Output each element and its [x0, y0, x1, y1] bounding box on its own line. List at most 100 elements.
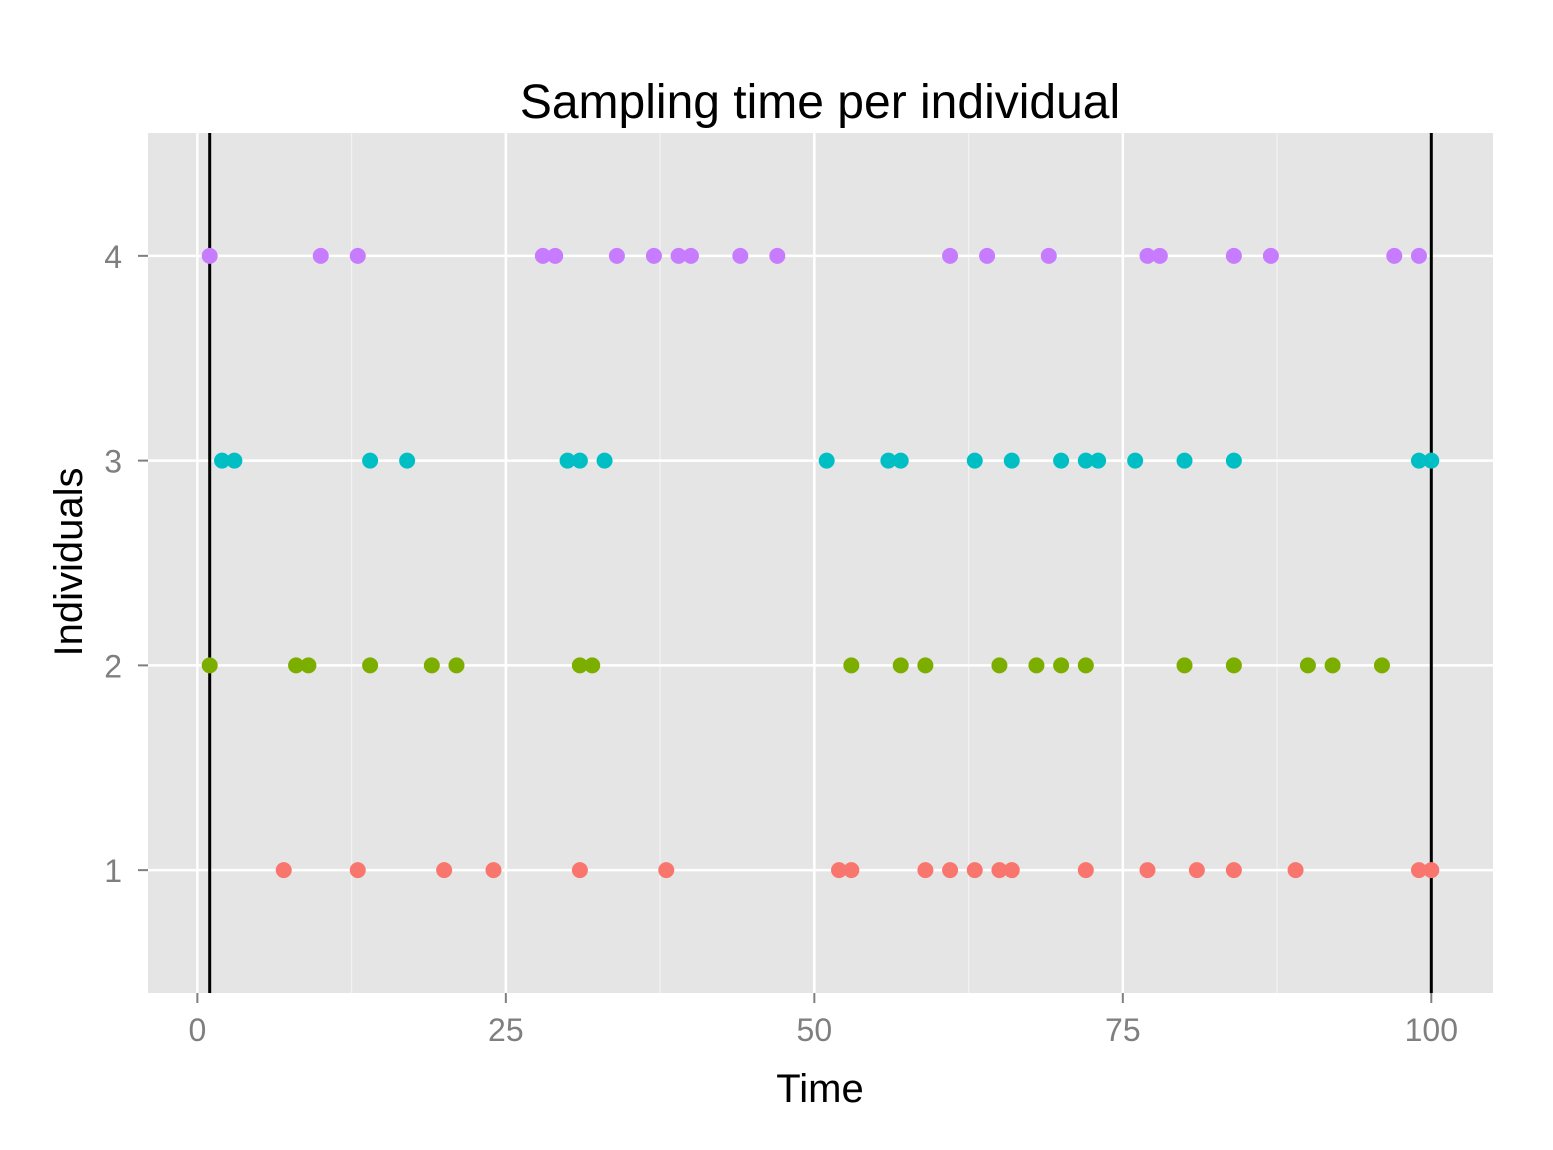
data-point-individual-2: [300, 657, 317, 674]
data-point-individual-1: [991, 862, 1008, 879]
data-point-individual-1: [275, 862, 292, 879]
y-tick-label: 2: [104, 648, 122, 684]
data-point-individual-2: [917, 657, 934, 674]
data-point-individual-2: [1324, 657, 1341, 674]
data-point-individual-3: [1003, 452, 1020, 469]
data-point-individual-3: [1077, 452, 1094, 469]
x-tick-label: 100: [1405, 1012, 1458, 1048]
data-point-individual-2: [571, 657, 588, 674]
data-points: [201, 247, 1440, 879]
y-tick-label: 3: [104, 444, 122, 480]
data-point-individual-4: [349, 247, 366, 264]
data-point-individual-4: [1151, 247, 1168, 264]
data-point-individual-4: [682, 247, 699, 264]
data-point-individual-1: [831, 862, 848, 879]
data-point-individual-2: [991, 657, 1008, 674]
data-point-individual-1: [571, 862, 588, 879]
x-tick-label: 25: [488, 1012, 524, 1048]
y-axis: 1 2 3 4: [104, 239, 148, 889]
data-point-individual-4: [979, 247, 996, 264]
x-axis: 0 25 50 75 100: [188, 993, 1458, 1048]
data-point-individual-3: [1225, 452, 1242, 469]
data-point-individual-2: [843, 657, 860, 674]
data-point-individual-4: [312, 247, 329, 264]
data-point-individual-4: [1262, 247, 1279, 264]
data-point-individual-2: [201, 657, 218, 674]
data-point-individual-1: [1077, 862, 1094, 879]
x-tick-label: 75: [1105, 1012, 1141, 1048]
data-point-individual-4: [1139, 247, 1156, 264]
data-point-individual-2: [362, 657, 379, 674]
data-point-individual-4: [1225, 247, 1242, 264]
y-tick-label: 4: [104, 239, 122, 275]
data-point-individual-3: [1053, 452, 1070, 469]
data-point-individual-3: [214, 452, 231, 469]
data-point-individual-2: [448, 657, 465, 674]
minor-gridlines: [351, 133, 1278, 993]
y-axis-title: Individuals: [47, 467, 91, 656]
data-point-individual-4: [942, 247, 959, 264]
data-point-individual-4: [670, 247, 687, 264]
data-point-individual-3: [226, 452, 243, 469]
data-point-individual-4: [732, 247, 749, 264]
plot-panel: [148, 133, 1493, 993]
data-point-individual-1: [966, 862, 983, 879]
data-point-individual-2: [1028, 657, 1045, 674]
data-point-individual-4: [608, 247, 625, 264]
data-point-individual-2: [1077, 657, 1094, 674]
data-point-individual-4: [201, 247, 218, 264]
data-point-individual-3: [399, 452, 416, 469]
data-point-individual-1: [917, 862, 934, 879]
data-point-individual-4: [769, 247, 786, 264]
data-point-individual-3: [1090, 452, 1107, 469]
data-point-individual-2: [1299, 657, 1316, 674]
x-axis-title: Time: [776, 1067, 863, 1111]
data-point-individual-3: [1176, 452, 1193, 469]
data-point-individual-4: [1040, 247, 1057, 264]
data-point-individual-3: [966, 452, 983, 469]
data-point-individual-2: [1373, 657, 1390, 674]
data-point-individual-3: [571, 452, 588, 469]
data-point-individual-2: [423, 657, 440, 674]
data-point-individual-2: [1225, 657, 1242, 674]
y-tick-label: 1: [104, 853, 122, 889]
data-point-individual-2: [288, 657, 305, 674]
x-tick-label: 0: [188, 1012, 206, 1048]
data-point-individual-1: [349, 862, 366, 879]
data-point-individual-4: [534, 247, 551, 264]
data-point-individual-1: [436, 862, 453, 879]
reference-lines: [208, 133, 1433, 993]
data-point-individual-1: [1188, 862, 1205, 879]
data-point-individual-1: [1410, 862, 1427, 879]
data-point-individual-1: [1423, 862, 1440, 879]
data-point-individual-2: [1176, 657, 1193, 674]
data-point-individual-3: [362, 452, 379, 469]
data-point-individual-1: [1225, 862, 1242, 879]
data-point-individual-3: [818, 452, 835, 469]
data-point-individual-1: [843, 862, 860, 879]
data-point-individual-1: [1003, 862, 1020, 879]
data-point-individual-3: [880, 452, 897, 469]
data-point-individual-1: [1139, 862, 1156, 879]
x-tick-label: 50: [797, 1012, 833, 1048]
data-point-individual-4: [547, 247, 564, 264]
data-point-individual-1: [485, 862, 502, 879]
data-point-individual-3: [1127, 452, 1144, 469]
data-point-individual-3: [1423, 452, 1440, 469]
data-point-individual-4: [1410, 247, 1427, 264]
chart-title: Sampling time per individual: [520, 76, 1120, 129]
data-point-individual-4: [1386, 247, 1403, 264]
data-point-individual-4: [645, 247, 662, 264]
data-point-individual-3: [596, 452, 613, 469]
data-point-individual-2: [584, 657, 601, 674]
data-point-individual-1: [942, 862, 959, 879]
data-point-individual-3: [559, 452, 576, 469]
data-point-individual-1: [1287, 862, 1304, 879]
data-point-individual-2: [892, 657, 909, 674]
data-point-individual-1: [658, 862, 675, 879]
data-point-individual-2: [1053, 657, 1070, 674]
data-point-individual-3: [892, 452, 909, 469]
data-point-individual-3: [1410, 452, 1427, 469]
